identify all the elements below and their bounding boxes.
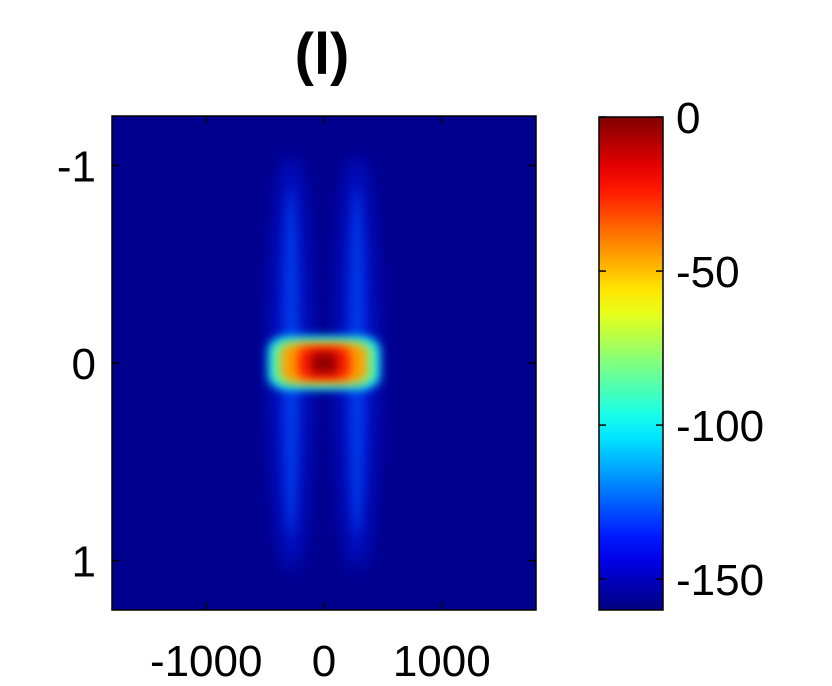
- heatmap-field: [268, 155, 380, 571]
- colorbar-tick-label: -50: [676, 248, 740, 297]
- chart-title: (l): [295, 22, 350, 87]
- y-tick-label: 0: [72, 340, 96, 389]
- x-tick-label: 0: [312, 637, 336, 686]
- peak-core: [317, 357, 331, 369]
- colorbar-frame: [598, 116, 664, 611]
- colorbar-tick-label: 0: [676, 94, 700, 143]
- y-tick-label: 1: [72, 538, 96, 587]
- y-tick-label: -1: [57, 142, 96, 191]
- x-axis: -1000 0 1000: [150, 116, 491, 686]
- colorbar: [599, 117, 663, 610]
- x-tick-label: 1000: [393, 637, 491, 686]
- colorbar-axis: 0 -50 -100 -150: [599, 94, 764, 605]
- colorbar-tick-label: -150: [676, 556, 764, 605]
- colorbar-tick-label: -100: [676, 402, 764, 451]
- x-tick-label: -1000: [150, 637, 263, 686]
- heatmap-image: [112, 116, 536, 610]
- y-axis: -1 0 1: [57, 142, 536, 587]
